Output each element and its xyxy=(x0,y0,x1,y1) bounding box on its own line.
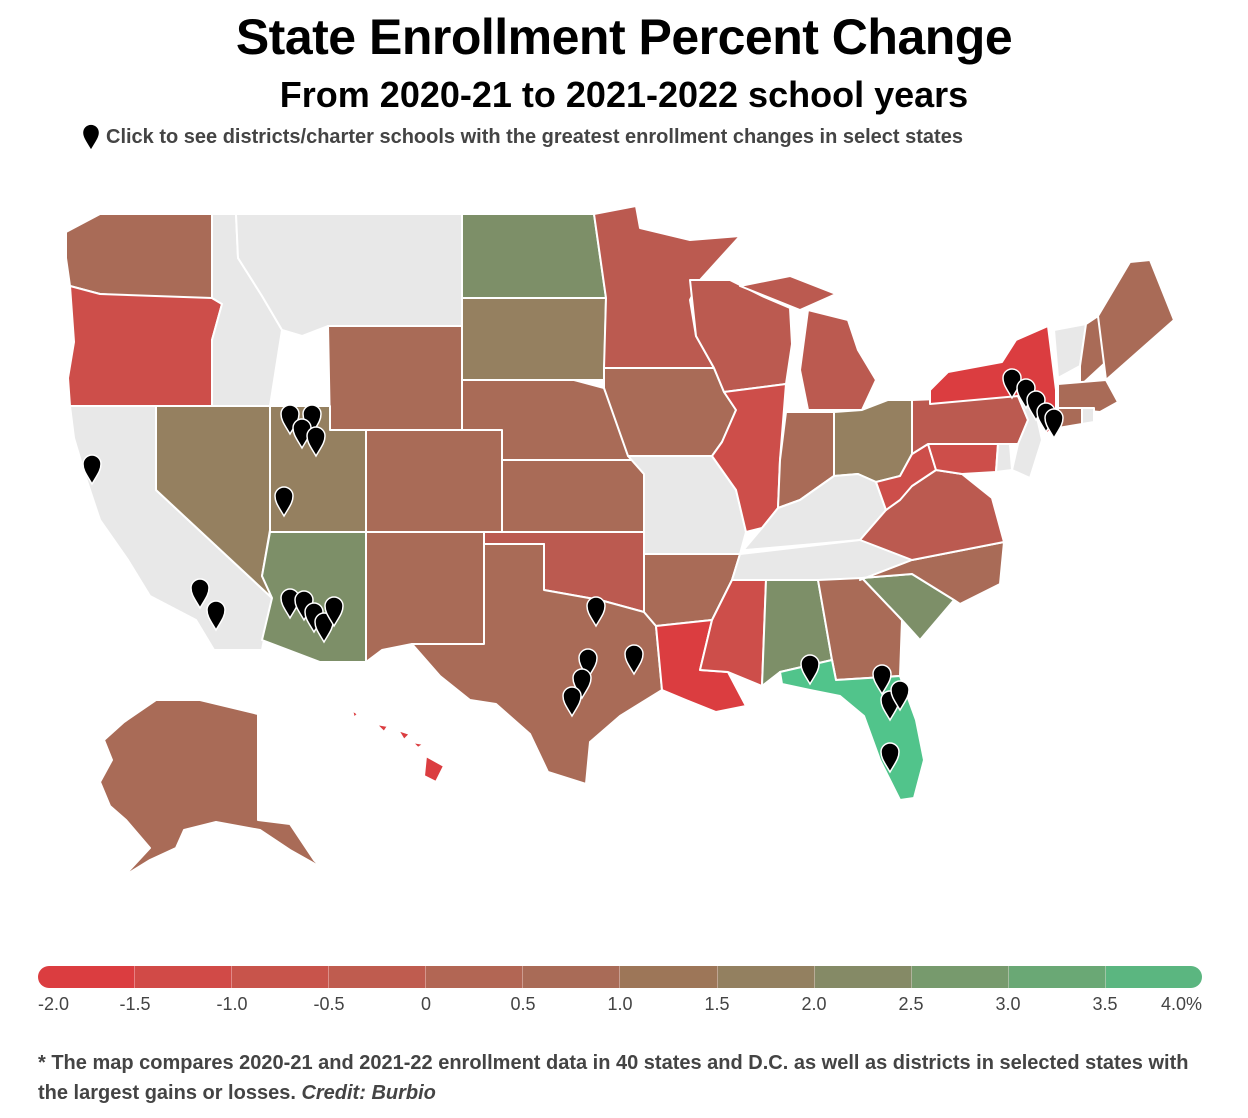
state-kentucky[interactable] xyxy=(739,473,887,555)
map-pin-icon xyxy=(83,124,99,150)
legend-swatch xyxy=(1008,966,1106,988)
click-hint-text: Click to see districts/charter schools w… xyxy=(106,125,963,148)
district-pin-icon[interactable] xyxy=(274,486,294,518)
page-subtitle: From 2020-21 to 2021-2022 school years xyxy=(279,74,969,115)
district-pin-icon[interactable] xyxy=(586,596,606,628)
legend-tick-label: 1.0 xyxy=(607,994,633,1014)
legend-swatch xyxy=(426,966,524,988)
state-delaware[interactable] xyxy=(995,443,1013,473)
district-pin-icon[interactable] xyxy=(578,648,598,680)
legend-swatch xyxy=(814,966,912,988)
legend-tick-label: 2.0 xyxy=(801,994,827,1014)
color-scale-bar xyxy=(38,966,1202,988)
state-new-mexico[interactable] xyxy=(365,531,485,663)
district-pin-icon[interactable] xyxy=(562,686,582,718)
district-pin-icon[interactable] xyxy=(872,664,892,696)
legend-swatch xyxy=(232,966,330,988)
footnote-text: * The map compares 2020-21 and 2021-22 e… xyxy=(38,1052,1189,1104)
legend-tick-label: 0.5 xyxy=(510,994,536,1014)
legend-tick-label: 3.0 xyxy=(995,994,1021,1014)
page-title: State Enrollment Percent Change xyxy=(235,9,1013,65)
district-pin-icon[interactable] xyxy=(890,680,910,712)
district-pin-icon[interactable] xyxy=(1044,408,1064,440)
legend-tick-label: -2.0 xyxy=(38,994,70,1014)
district-pin-icon[interactable] xyxy=(306,426,326,458)
legend-swatch xyxy=(38,966,136,988)
state-rhode-island[interactable] xyxy=(1081,407,1095,425)
state-alaska[interactable] xyxy=(99,699,323,877)
state-north-dakota[interactable] xyxy=(461,213,607,299)
state-maryland[interactable] xyxy=(927,443,999,475)
legend-swatch xyxy=(135,966,233,988)
legend-swatch xyxy=(329,966,427,988)
district-pin-icon[interactable] xyxy=(206,600,226,632)
state-wyoming[interactable] xyxy=(327,325,463,431)
click-hint: Click to see districts/charter schools w… xyxy=(82,124,963,150)
state-colorado[interactable] xyxy=(365,429,503,533)
legend-tick-label: 4.0% xyxy=(1160,994,1202,1014)
legend-tick-label: 3.5 xyxy=(1092,994,1118,1014)
district-pin-icon[interactable] xyxy=(572,668,592,700)
legend-tick-label: 1.5 xyxy=(704,994,730,1014)
state-washington[interactable] xyxy=(65,213,213,299)
legend-tick-label: 2.5 xyxy=(898,994,924,1014)
district-pin-icon[interactable] xyxy=(314,612,334,644)
state-hawaii[interactable] xyxy=(351,709,445,783)
legend-tick-label: 0 xyxy=(420,994,432,1014)
district-pins xyxy=(82,368,1064,774)
credit-text: Credit: Burbio xyxy=(301,1082,436,1104)
legend-swatch xyxy=(620,966,718,988)
state-kansas[interactable] xyxy=(501,459,645,533)
state-south-dakota[interactable] xyxy=(461,297,607,381)
district-pin-icon[interactable] xyxy=(82,454,102,486)
us-enrollment-map xyxy=(65,205,1175,877)
footnote: * The map compares 2020-21 and 2021-22 e… xyxy=(38,1048,1208,1108)
district-pin-icon[interactable] xyxy=(624,644,644,676)
state-illinois[interactable] xyxy=(711,383,787,533)
legend-swatch xyxy=(523,966,621,988)
state-michigan[interactable] xyxy=(739,275,877,411)
state-maine[interactable] xyxy=(1097,259,1175,381)
district-pin-icon[interactable] xyxy=(190,578,210,610)
state-oregon[interactable] xyxy=(67,285,223,407)
color-scale-ticks: -2.0 -1.5 -1.0 -0.5 0 0.5 1.0 1.5 2.0 2.5 3.0 3.5 4.… xyxy=(38,994,1202,1016)
legend-swatch xyxy=(1105,966,1202,988)
district-pin-icon[interactable] xyxy=(800,654,820,686)
state-massachusetts[interactable] xyxy=(1057,379,1119,413)
state-ohio[interactable] xyxy=(833,399,913,483)
district-pin-icon[interactable] xyxy=(880,742,900,774)
legend-tick-label: -1.0 xyxy=(216,994,248,1014)
legend-tick-label: -0.5 xyxy=(313,994,345,1014)
state-arizona[interactable] xyxy=(261,531,367,663)
district-pin-icon[interactable] xyxy=(324,596,344,628)
legend-swatch xyxy=(717,966,815,988)
legend-swatch xyxy=(911,966,1009,988)
legend-tick-label: -1.5 xyxy=(119,994,151,1014)
state-iowa[interactable] xyxy=(603,367,737,457)
